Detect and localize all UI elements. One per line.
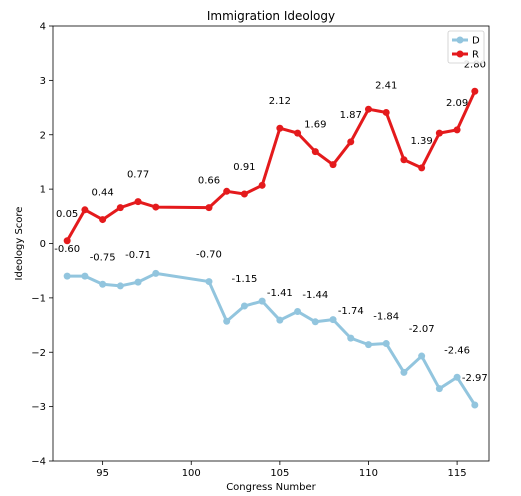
series-d-data-label: -2.97 xyxy=(462,373,488,384)
series-r: 0.05 0.44 0.77 0.66 0.91 2.12 1.69 1.87 2.41 1.39… xyxy=(56,59,486,245)
x-axis-label: Congress Number xyxy=(226,482,316,493)
series-r-point xyxy=(418,164,426,172)
series-d-data-label: -0.70 xyxy=(196,250,222,261)
series-r-point xyxy=(435,129,443,137)
series-d-point xyxy=(400,368,408,376)
series-r-point xyxy=(364,105,372,113)
series-d-point xyxy=(311,318,319,326)
series-r-point xyxy=(81,206,89,214)
series-r-point xyxy=(471,87,479,95)
x-tick-label: 110 xyxy=(359,468,378,479)
series-r-data-label: 2.80 xyxy=(464,59,486,70)
legend: DR xyxy=(447,30,485,64)
series-d-point xyxy=(205,278,213,286)
series-r-data-label: 0.66 xyxy=(198,176,220,187)
series-r-data-label: 2.09 xyxy=(446,98,468,109)
y-tick-label: 0 xyxy=(40,239,46,250)
series-d-data-label: -1.44 xyxy=(302,290,328,301)
series-d-point xyxy=(81,272,89,280)
x-tick-label: 100 xyxy=(182,468,201,479)
series-d-point xyxy=(418,352,426,360)
x-tick-label: 115 xyxy=(448,468,467,479)
legend-d-marker xyxy=(456,36,464,44)
y-axis-ticks: −4 −3 −2 −1 0 1 2 3 4 xyxy=(31,22,53,468)
series-d-data-label: -1.74 xyxy=(338,306,364,317)
y-tick-label: 3 xyxy=(40,76,46,87)
x-axis-ticks: 95 100 105 110 115 xyxy=(96,461,467,479)
series-r-data-label: 0.05 xyxy=(56,209,78,220)
series-d-point xyxy=(276,316,284,324)
series-r-point xyxy=(116,204,124,212)
series-d-point xyxy=(294,307,302,315)
legend-r-label: R xyxy=(472,50,479,61)
series-d-data-label: -2.46 xyxy=(444,345,470,356)
series-r-point xyxy=(453,126,461,134)
x-tick-label: 105 xyxy=(270,468,289,479)
series-d-point xyxy=(134,278,142,286)
series-r-data-label: 1.87 xyxy=(340,110,362,121)
series-r-point xyxy=(400,156,408,164)
series-r-data-label: 1.39 xyxy=(411,136,433,147)
series-d-data-label: -0.71 xyxy=(125,250,151,261)
series-r-point xyxy=(63,237,71,245)
series-r-line xyxy=(65,90,477,242)
chart-title: Immigration Ideology xyxy=(207,9,335,23)
series-r-point xyxy=(311,148,319,156)
series-d-point xyxy=(63,272,71,280)
x-tick-label: 95 xyxy=(96,468,109,479)
series-d-point xyxy=(258,297,266,305)
series-r-point xyxy=(294,129,302,137)
legend-r-marker xyxy=(456,50,464,58)
series-d-point xyxy=(435,385,443,393)
series-d-point xyxy=(453,373,461,381)
y-tick-label: −4 xyxy=(31,457,46,468)
series-d-point xyxy=(364,341,372,349)
series-d-data-label: -2.07 xyxy=(409,324,435,335)
series-d-point xyxy=(152,269,160,277)
series-d-point xyxy=(240,302,248,310)
series-d-point xyxy=(471,401,479,409)
series-d-point xyxy=(116,282,124,290)
series-d-data-label: -0.60 xyxy=(54,244,80,255)
series-r-data-label: 1.69 xyxy=(304,120,326,131)
y-tick-label: 1 xyxy=(40,185,46,196)
y-tick-label: −3 xyxy=(31,402,46,413)
series-d-data-label: -1.84 xyxy=(373,312,399,323)
series-r-point xyxy=(329,161,337,169)
y-tick-label: −2 xyxy=(31,348,46,359)
series-r-data-label: 0.44 xyxy=(91,188,113,199)
series-r-point xyxy=(382,108,390,116)
series-r-data-label: 0.91 xyxy=(233,162,255,173)
series-r-point xyxy=(205,204,213,212)
series-d-point xyxy=(223,317,231,325)
series-r-point xyxy=(258,181,266,189)
legend-d-label: D xyxy=(472,36,480,47)
y-tick-label: −1 xyxy=(31,293,46,304)
series-d-point xyxy=(347,334,355,342)
series-d-data-label: -1.15 xyxy=(231,274,257,285)
series-r-point xyxy=(240,190,248,198)
series-r-point xyxy=(223,187,231,195)
series-r-data-label: 2.41 xyxy=(375,80,397,91)
y-axis-label: Ideology Score xyxy=(14,207,25,281)
series-r-data-label: 2.12 xyxy=(269,96,291,107)
series-d-point xyxy=(329,316,337,324)
series-r-data-label: 0.77 xyxy=(127,170,149,181)
series-d-line xyxy=(67,271,477,406)
y-tick-label: 4 xyxy=(40,22,46,33)
series-r-point xyxy=(134,198,142,206)
y-tick-label: 2 xyxy=(40,130,46,141)
plot-area: -0.60 -0.75 -0.71 -0.70 -1.15 -1.41 -1.44 -1.74… xyxy=(54,59,488,409)
series-d-data-label: -1.41 xyxy=(267,288,293,299)
series-r-point xyxy=(347,138,355,146)
series-d-data-label: -0.75 xyxy=(90,252,116,263)
series-r-point xyxy=(152,203,160,211)
series-d: -0.60 -0.75 -0.71 -0.70 -1.15 -1.41 -1.44 -1.74… xyxy=(54,244,488,409)
series-d-point xyxy=(99,280,107,288)
series-r-point xyxy=(99,216,107,224)
series-r-point xyxy=(276,124,284,132)
series-d-point xyxy=(382,340,390,348)
